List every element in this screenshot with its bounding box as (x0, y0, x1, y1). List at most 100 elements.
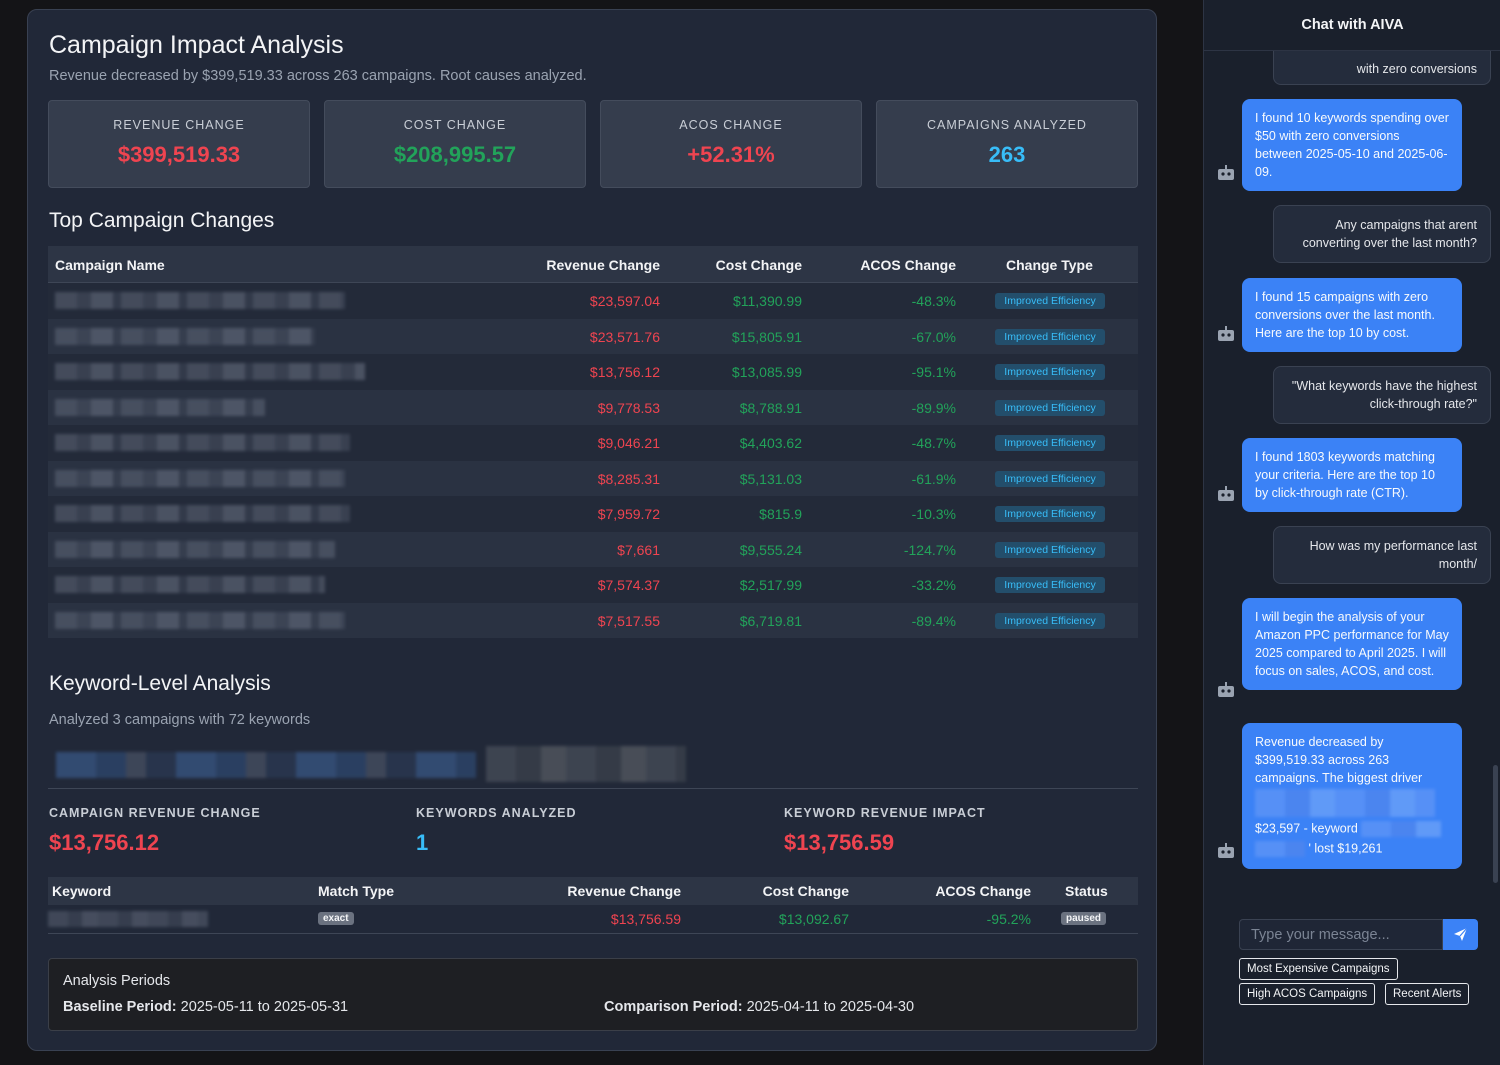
periods-title: Analysis Periods (63, 973, 171, 989)
campaign-cost-change: $8,788.91 (739, 399, 802, 416)
chat-message-bot: I found 10 keywords spending over $50 wi… (1242, 99, 1462, 191)
chat-message-user: Any campaigns that arent converting over… (1273, 205, 1491, 263)
campaign-cost-change: $4,403.62 (739, 435, 802, 451)
table-row[interactable]: $7,517.55 $6,719.81 -89.4% Improved Efficie… (48, 602, 1138, 638)
metric-label: CAMPAIGNS ANALYZED (927, 118, 1087, 132)
campaign-acos-change: -10.3% (911, 506, 956, 522)
metric-cost-change: COST CHANGE $208,995.57 (324, 100, 586, 188)
col-change-type[interactable]: Change Type (1006, 257, 1093, 273)
chat-message-user: with zero conversions (1273, 51, 1491, 85)
campaign-revenue-change: $7,661 (617, 541, 660, 558)
chat-message-bot: I found 15 campaigns with zero conversio… (1242, 278, 1462, 352)
metric-label: ACOS CHANGE (679, 118, 783, 132)
page-subtitle: Revenue decreased by $399,519.33 across … (49, 68, 587, 84)
col-cost-change[interactable]: Cost Change (762, 883, 849, 899)
metric-acos-change: ACOS CHANGE +52.31% (600, 100, 862, 188)
top-changes-title: Top Campaign Changes (49, 209, 275, 232)
campaign-acos-change: -124.7% (903, 541, 956, 558)
campaign-name-redacted (55, 434, 350, 451)
keyword-revenue-change: $13,756.59 (610, 911, 681, 927)
campaign-revenue-change: $23,571.76 (589, 328, 660, 345)
robot-icon (1218, 486, 1234, 501)
analysis-periods: Analysis Periods Baseline Period: 2025-0… (48, 958, 1138, 1031)
baseline-label: Baseline Period: (63, 999, 177, 1015)
table-row[interactable]: $7,661 $9,555.24 -124.7% Improved Efficienc… (48, 531, 1138, 567)
col-status[interactable]: Status (1065, 883, 1108, 899)
message-text: $23,597 - keyword (1255, 821, 1358, 836)
campaign-revenue-change: $7,517.55 (597, 612, 660, 629)
chat-message-user: How was my performance last month/ (1273, 526, 1491, 584)
change-type-badge: Improved Efficiency (995, 612, 1105, 629)
table-row[interactable]: $23,571.76 $15,805.91 -67.0% Improved Effic… (48, 318, 1138, 354)
table-row[interactable]: $13,756.12 $13,085.99 -95.1% Improved Effic… (48, 354, 1138, 390)
table-header: Campaign Name Revenue Change Cost Change… (48, 246, 1138, 283)
col-revenue-change[interactable]: Revenue Change (567, 883, 681, 899)
campaign-revenue-change: $23,597.04 (589, 293, 660, 309)
table-row[interactable]: $23,597.04 $11,390.99 -48.3% Improved Effic… (48, 283, 1138, 319)
metric-value: +52.31% (687, 142, 775, 167)
campaign-cost-change: $5,131.03 (739, 470, 802, 487)
keyword-table: Keyword Match Type Revenue Change Cost C… (48, 877, 1138, 934)
campaign-revenue-change: $9,046.21 (597, 435, 660, 451)
keyword-redacted (48, 911, 208, 927)
robot-icon (1218, 682, 1234, 697)
campaign-name-redacted (55, 327, 315, 345)
campaign-acos-change: -95.1% (911, 364, 956, 380)
message-text: I found 10 keywords spending over $50 wi… (1255, 111, 1449, 179)
robot-icon (1218, 165, 1234, 180)
chat-message-bot: Revenue decreased by $399,519.33 across … (1242, 723, 1462, 869)
campaign-cost-change: $11,390.99 (732, 293, 802, 309)
table-row[interactable]: $7,959.72 $815.9 -10.3% Improved Efficiency (48, 496, 1138, 532)
metric-value: $208,995.57 (393, 142, 517, 167)
table-row[interactable]: $7,574.37 $2,517.99 -33.2% Improved Efficie… (48, 567, 1138, 603)
campaign-acos-change: -67.0% (911, 328, 956, 345)
keyword-cost-change: $13,092.67 (778, 911, 849, 927)
chat-scrollbar[interactable] (1493, 765, 1498, 883)
campaign-acos-change: -48.7% (911, 435, 956, 451)
quick-action-recent-alerts[interactable]: Recent Alerts (1385, 983, 1470, 1005)
table-row[interactable]: $9,046.21 $4,403.62 -48.7% Improved Efficie… (48, 425, 1138, 461)
campaign-name-redacted (55, 398, 265, 416)
kw-metric-label: KEYWORD REVENUE IMPACT (784, 806, 986, 820)
col-match-type[interactable]: Match Type (318, 883, 394, 899)
col-acos-change[interactable]: ACOS Change (935, 883, 1031, 899)
robot-icon (1218, 326, 1234, 341)
campaign-name-redacted (55, 363, 365, 380)
message-text: Any campaigns that arent converting over… (1302, 218, 1477, 250)
campaign-tab-redacted[interactable] (56, 752, 476, 778)
quick-action-high-acos-campaigns[interactable]: High ACOS Campaigns (1239, 983, 1376, 1005)
keyword-analysis-subtitle: Analyzed 3 campaigns with 72 keywords (49, 712, 311, 728)
metric-value: 263 (988, 142, 1026, 167)
quick-action-most-expensive-campaigns[interactable]: Most Expensive Campaigns (1239, 958, 1398, 980)
chat-title: Chat with AIVA (1301, 17, 1404, 33)
send-icon (1454, 927, 1468, 941)
campaign-acos-change: -89.4% (911, 612, 956, 629)
campaign-acos-change: -48.3% (911, 293, 956, 309)
campaign-cost-change: $13,085.99 (731, 364, 802, 380)
campaign-acos-change: -61.9% (911, 470, 956, 487)
campaign-tab-redacted-active[interactable] (486, 746, 686, 782)
message-text: I found 1803 keywords matching your crit… (1255, 450, 1435, 500)
col-keyword[interactable]: Keyword (52, 883, 112, 899)
metric-label: REVENUE CHANGE (113, 118, 245, 132)
chat-message-user: "What keywords have the highest click-th… (1273, 366, 1491, 424)
table-row[interactable]: $8,285.31 $5,131.03 -61.9% Improved Efficie… (48, 460, 1138, 496)
redacted-text (1361, 821, 1442, 837)
col-revenue-change[interactable]: Revenue Change (546, 257, 660, 273)
campaign-revenue-change: $13,756.12 (589, 364, 660, 380)
campaign-tabs (48, 742, 1138, 789)
baseline-value: 2025-05-11 to 2025-05-31 (180, 999, 349, 1015)
metric-label: COST CHANGE (403, 118, 507, 132)
comparison-label: Comparison Period: (604, 999, 743, 1015)
table-row[interactable]: exact $13,756.59 $13,092.67 -95.2% pause… (48, 905, 1138, 934)
chat-messages[interactable]: with zero conversions I found 10 keyword… (1204, 51, 1500, 881)
col-acos-change[interactable]: ACOS Change (860, 257, 956, 273)
col-cost-change[interactable]: Cost Change (715, 257, 802, 273)
campaign-acos-change: -89.9% (911, 399, 956, 416)
table-row[interactable]: $9,778.53 $8,788.91 -89.9% Improved Efficie… (48, 389, 1138, 425)
send-button[interactable] (1443, 919, 1478, 950)
chat-message-input[interactable] (1239, 919, 1443, 950)
kw-metric-value: 1 (416, 830, 429, 855)
change-type-badge: Improved Efficiency (995, 399, 1105, 416)
col-campaign-name[interactable]: Campaign Name (55, 257, 165, 273)
